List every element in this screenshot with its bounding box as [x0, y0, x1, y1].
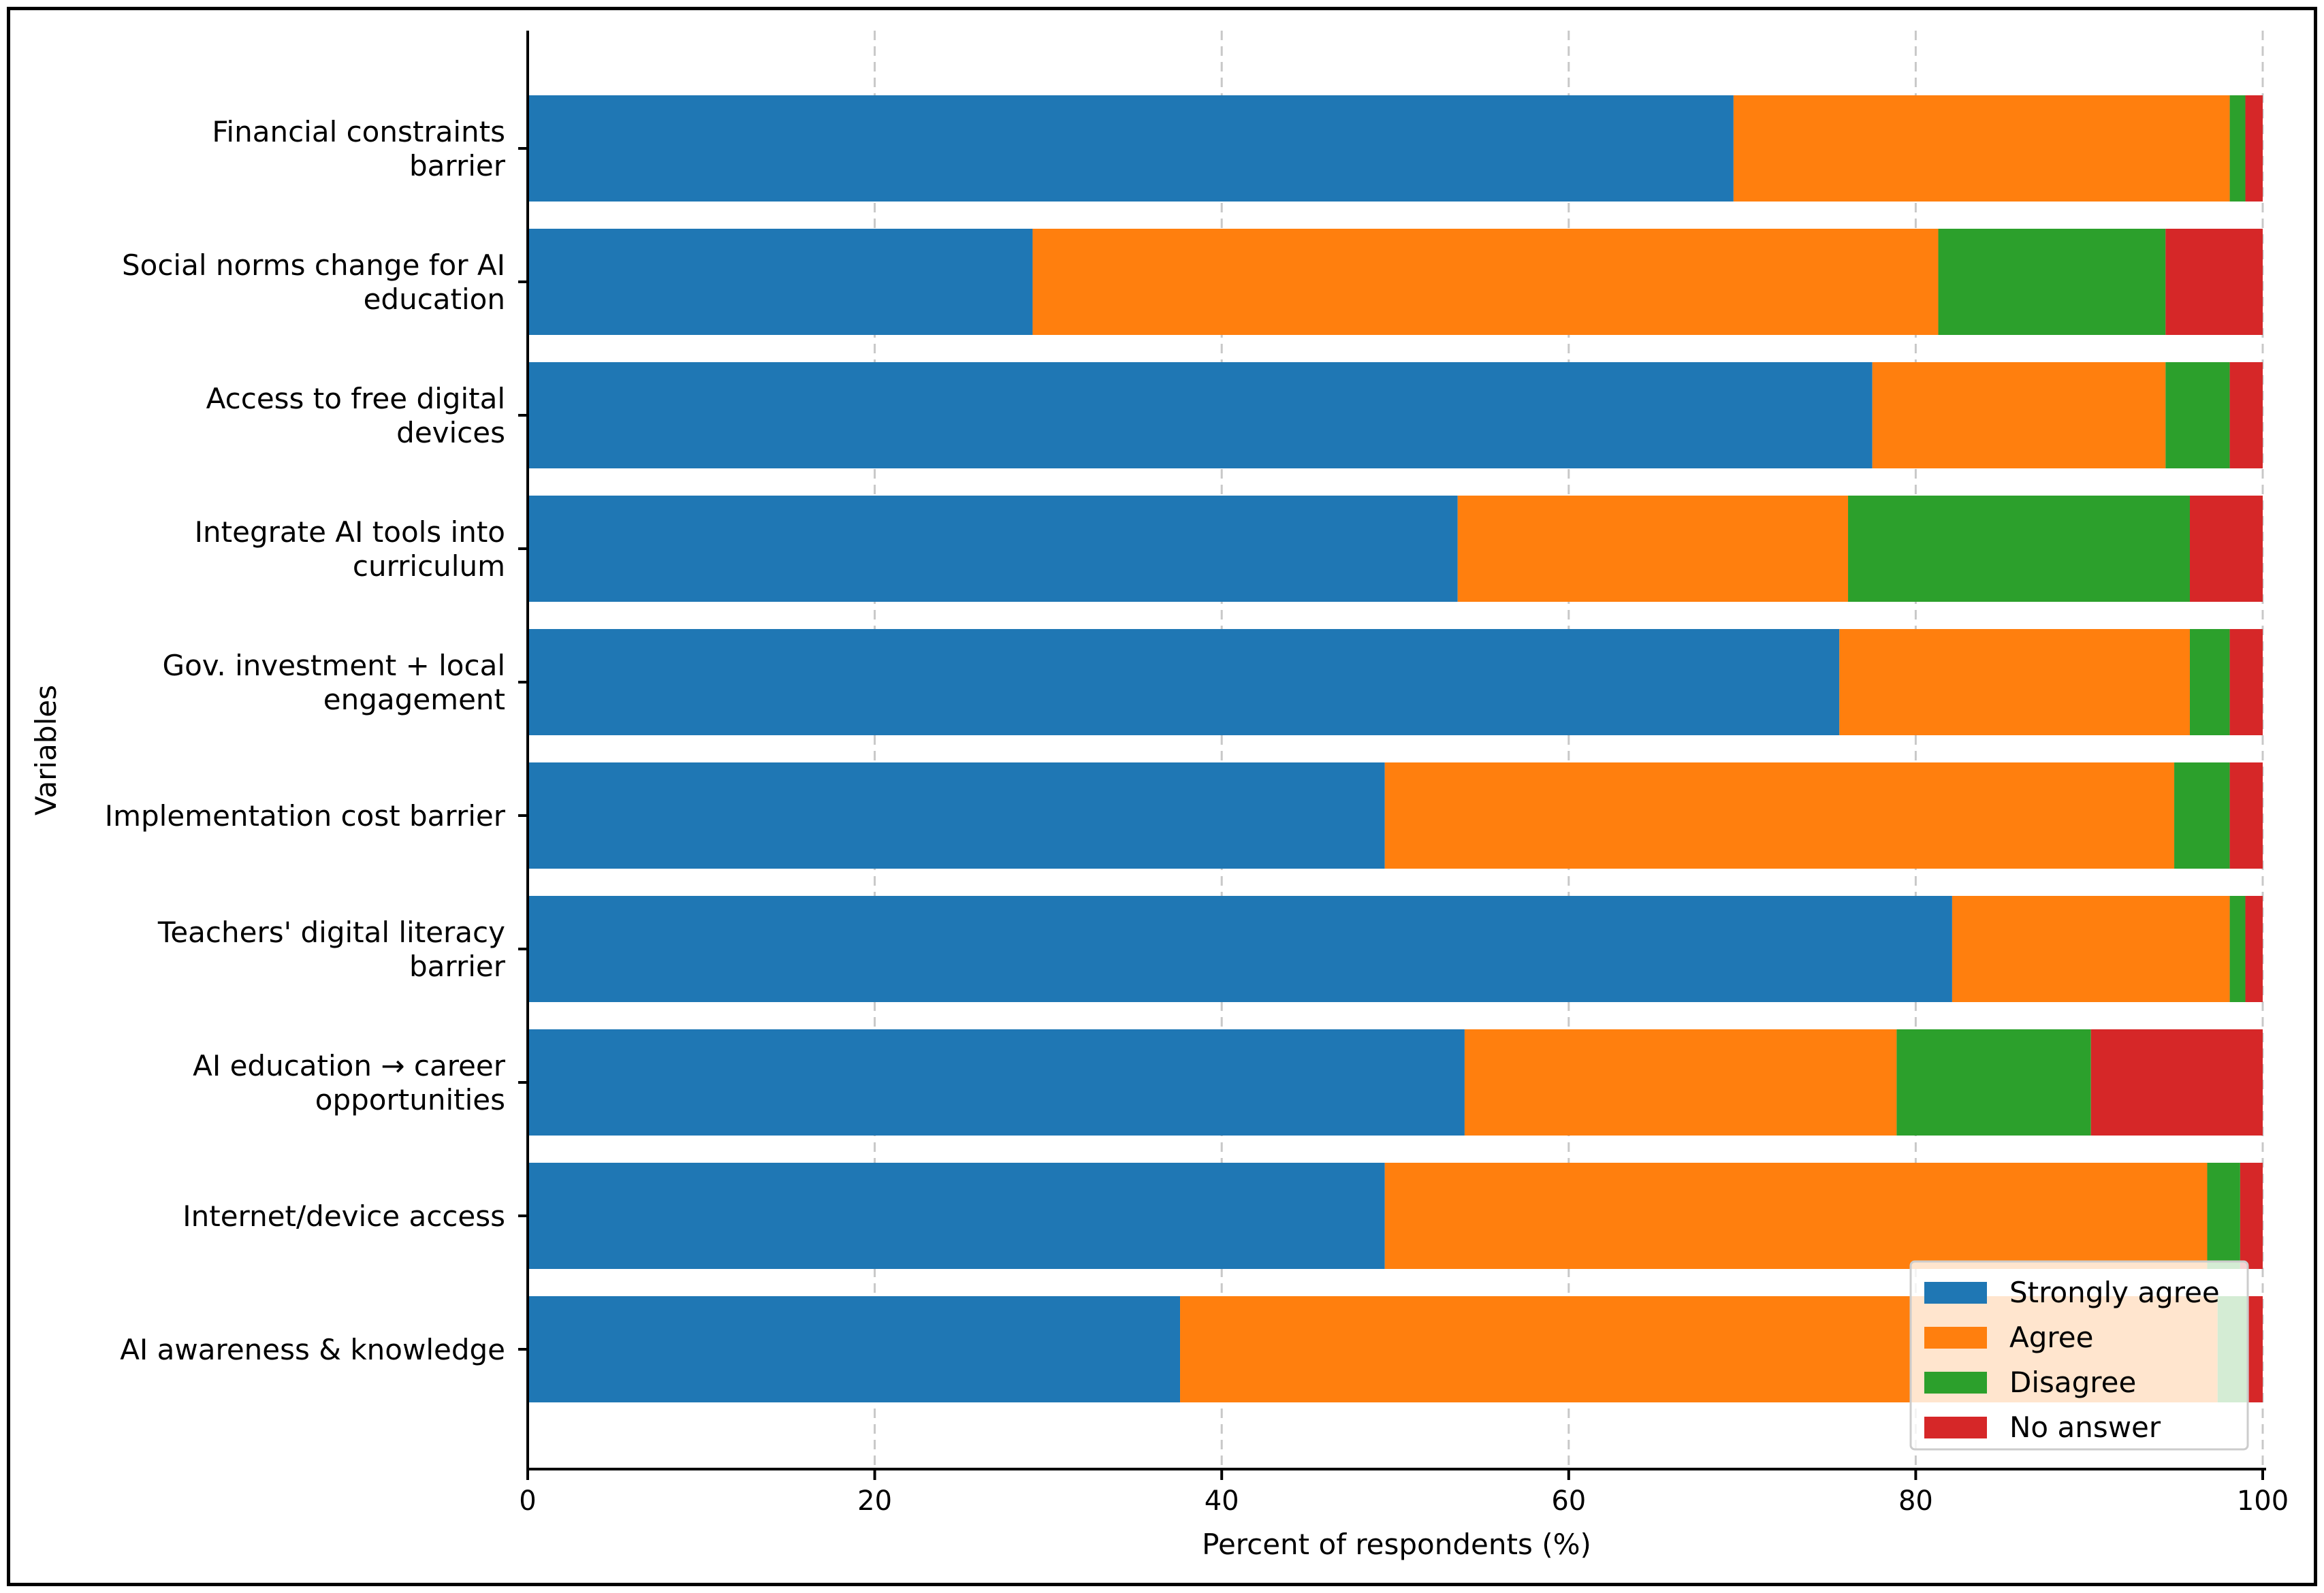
bars	[528, 95, 2263, 1402]
category-label: Gov. investment + local engagement	[163, 649, 505, 716]
legend-swatch	[1924, 1282, 1987, 1304]
legend: Strongly agree Agree Disagree No answer	[1909, 1260, 2249, 1451]
category-label: Teachers' digital literacy barrier	[157, 916, 506, 983]
bar-segment	[2229, 629, 2263, 735]
bar-segment	[2245, 896, 2263, 1002]
x-tick-label: 0	[519, 1485, 536, 1517]
bar-segment	[2165, 362, 2230, 468]
x-tick-label: 20	[857, 1485, 892, 1517]
bar-segment	[528, 896, 1952, 1002]
bar-segment	[2090, 1029, 2263, 1136]
legend-box	[1909, 1260, 2249, 1451]
bar-segment	[2189, 629, 2230, 735]
x-axis-title: Percent of respondents (%)	[1202, 1528, 1591, 1561]
legend-label: Disagree	[2009, 1366, 2136, 1399]
bar-segment	[528, 1029, 1465, 1136]
bar-segment	[2229, 95, 2246, 202]
bar-segment	[528, 629, 1840, 735]
bar-segment	[1384, 762, 2175, 869]
bar-segment	[1896, 1029, 2091, 1136]
bar-segment	[528, 762, 1385, 869]
bar-segment	[528, 229, 1033, 335]
bar-segment	[2189, 496, 2263, 602]
bar-segment	[528, 496, 1458, 602]
bar-segment	[528, 1163, 1385, 1269]
category-label: Social norms change for AI education	[122, 248, 505, 316]
x-tick-label: 80	[1898, 1485, 1933, 1517]
category-label: Internet/device access	[182, 1200, 505, 1233]
category-label: AI education → career opportunities	[193, 1049, 506, 1116]
bar-segment	[1938, 229, 2166, 335]
y-axis-title: Variables	[29, 685, 63, 816]
bar-segment	[2229, 762, 2263, 869]
bar-segment	[1733, 95, 2230, 202]
category-label: AI awareness & knowledge	[120, 1333, 505, 1366]
x-tick-label: 100	[2237, 1485, 2289, 1517]
bar-segment	[2174, 762, 2230, 869]
bar-segment	[1848, 496, 2190, 602]
axes	[526, 31, 2266, 1470]
bar-segment	[2245, 95, 2263, 202]
category-label: Integrate AI tools into curriculum	[195, 515, 505, 583]
bar-segment	[1384, 1163, 2208, 1269]
bar-segment	[2229, 362, 2263, 468]
bar-segment	[528, 362, 1873, 468]
bar-segment	[1952, 896, 2230, 1002]
bar-segment	[528, 95, 1734, 202]
bar-segment	[2207, 1163, 2240, 1269]
bar-segment	[2240, 1163, 2263, 1269]
bar-segment	[1839, 629, 2190, 735]
bar-segment	[2165, 229, 2263, 335]
bar-segment	[1464, 1029, 1897, 1136]
bar-segment	[2229, 896, 2246, 1002]
x-ticks: 0 20 40 60 80 100	[519, 1469, 2289, 1517]
legend-label: Agree	[2009, 1321, 2093, 1354]
category-label: Access to free digital devices	[206, 382, 505, 449]
category-label: Financial constraints barrier	[212, 115, 505, 182]
bar-segment	[2248, 1296, 2263, 1402]
bar-segment	[1457, 496, 1849, 602]
legend-swatch	[1924, 1417, 1987, 1438]
bar-segment	[1032, 229, 1939, 335]
legend-label: No answer	[2009, 1411, 2161, 1444]
legend-label: Strongly agree	[2009, 1276, 2220, 1309]
x-tick-label: 40	[1205, 1485, 1239, 1517]
bar-segment	[1872, 362, 2166, 468]
category-label: Implementation cost barrier	[105, 799, 506, 833]
category-labels: Financial constraints barrier Social norms…	[105, 115, 528, 1366]
bar-segment	[528, 1296, 1181, 1402]
x-tick-label: 60	[1551, 1485, 1586, 1517]
legend-swatch	[1924, 1327, 1987, 1349]
legend-swatch	[1924, 1372, 1987, 1394]
